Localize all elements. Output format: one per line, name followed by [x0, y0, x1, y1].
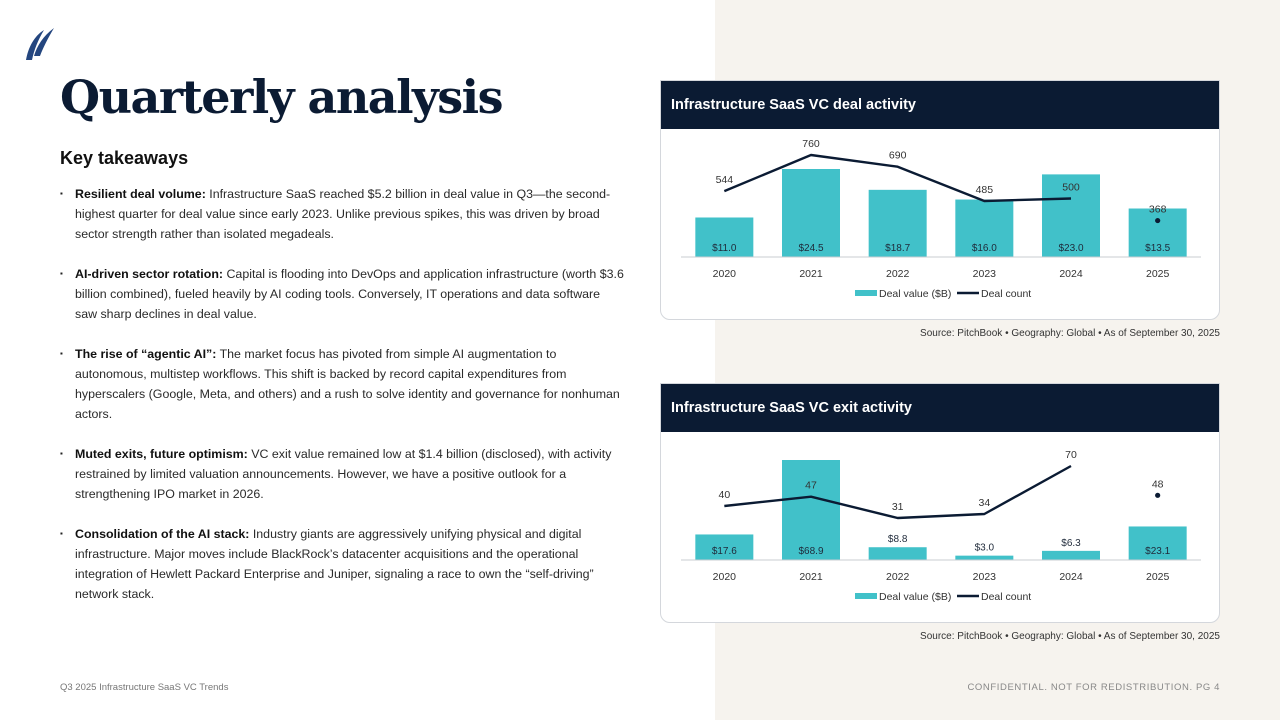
- deal-count-label: 48: [1152, 478, 1164, 490]
- bar-deal-value: [1128, 526, 1187, 560]
- x-tick-label: 2021: [799, 268, 823, 280]
- x-tick-label: 2020: [713, 571, 737, 583]
- logo-icon: [26, 28, 54, 60]
- bar-deal-value: [695, 217, 754, 257]
- deal-count-point: [1155, 217, 1161, 224]
- x-tick-label: 2023: [973, 268, 997, 280]
- takeaway-item: The rise of “agentic AI”: The market foc…: [60, 344, 625, 424]
- x-tick-label: 2020: [713, 268, 737, 280]
- x-tick-label: 2022: [886, 571, 910, 583]
- deal-count-label: 485: [976, 184, 994, 196]
- bar-value-label: $68.9: [798, 546, 823, 557]
- exit-activity-chart-card: Infrastructure SaaS VC exit activity $17…: [660, 383, 1220, 623]
- takeaway-item: Consolidation of the AI stack: Industry …: [60, 524, 625, 604]
- exit-activity-chart-title: Infrastructure SaaS VC exit activity: [661, 384, 1219, 432]
- deal-count-label: 47: [805, 480, 817, 492]
- bar-deal-value: [1042, 174, 1100, 257]
- bar-deal-value: [782, 460, 840, 560]
- bar-deal-value: [695, 534, 754, 560]
- bar-value-label: $16.0: [972, 243, 997, 254]
- takeaway-item: AI-driven sector rotation: Capital is fl…: [60, 264, 625, 324]
- legend-deal-value: Deal value ($B): [879, 591, 951, 603]
- legend-bar-swatch: [855, 593, 877, 599]
- takeaway-item: Muted exits, future optimism: VC exit va…: [60, 444, 625, 504]
- takeaway-lead: Resilient deal volume:: [75, 187, 206, 201]
- takeaways-list: Resilient deal volume: Infrastructure Sa…: [60, 184, 625, 624]
- legend-deal-value: Deal value ($B): [879, 288, 951, 300]
- key-takeaways-heading: Key takeaways: [60, 148, 189, 168]
- deal-count-label: 70: [1065, 449, 1077, 461]
- exit-activity-chart: $17.6 $68.9 $8.8 $3.0 $6.3 $23.1 40 47 31 34 70 48 2…: [681, 449, 1201, 603]
- bar-deal-value: [955, 199, 1014, 257]
- bar-value-label: $3.0: [975, 543, 995, 554]
- deal-count-label: 40: [718, 489, 730, 501]
- bar-value-label: $18.7: [885, 243, 910, 254]
- bar-value-label: $13.5: [1145, 243, 1170, 254]
- takeaway-text: Infrastructure SaaS reached $5.2 billion…: [75, 187, 611, 241]
- deal-count-label: 31: [892, 501, 904, 513]
- bar-value-label: $11.0: [712, 243, 737, 254]
- x-tick-label: 2023: [973, 571, 997, 583]
- deal-count-line: [724, 464, 1072, 520]
- legend-deal-count: Deal count: [981, 288, 1031, 300]
- footer-report-title: Q3 2025 Infrastructure SaaS VC Trends: [60, 682, 229, 693]
- x-tick-label: 2024: [1059, 571, 1083, 583]
- takeaway-text: Industry giants are aggressively unifyin…: [75, 527, 594, 601]
- bar-deal-value: [782, 169, 840, 257]
- takeaway-text: Capital is flooding into DevOps and appl…: [75, 267, 624, 321]
- takeaway-lead: AI-driven sector rotation:: [75, 267, 224, 281]
- x-tick-label: 2025: [1146, 268, 1170, 280]
- deal-count-label: 34: [978, 497, 990, 509]
- deal-count-label: 690: [889, 150, 907, 162]
- bar-value-label: $24.5: [798, 243, 823, 254]
- bar-value-label: $23.1: [1145, 546, 1170, 557]
- takeaway-lead: The rise of “agentic AI”:: [75, 347, 217, 361]
- x-tick-label: 2022: [886, 268, 910, 280]
- deal-activity-chart: $11.0 $24.5 $18.7 $16.0 $23.0 $13.5 544 760 690 4…: [681, 138, 1201, 300]
- bar-deal-value: [868, 189, 927, 257]
- exit-activity-source: Source: PitchBook • Geography: Global • …: [920, 631, 1220, 642]
- bar-deal-value: [1128, 208, 1187, 257]
- deal-count-label: 368: [1149, 204, 1167, 216]
- bar-value-label: $23.0: [1058, 243, 1083, 254]
- takeaway-item: Resilient deal volume: Infrastructure Sa…: [60, 184, 625, 244]
- takeaway-text: The market focus has pivoted from simple…: [75, 347, 620, 421]
- deal-activity-source: Source: PitchBook • Geography: Global • …: [920, 328, 1220, 339]
- bar-deal-value: [955, 555, 1014, 560]
- deal-count-label: 760: [802, 138, 820, 150]
- bar-value-label: $6.3: [1061, 538, 1081, 549]
- legend-bar-swatch: [855, 290, 877, 296]
- deal-count-label: 500: [1062, 181, 1080, 193]
- footer-confidential-page: CONFIDENTIAL. NOT FOR REDISTRIBUTION. PG…: [967, 682, 1220, 693]
- x-tick-label: 2024: [1059, 268, 1083, 280]
- x-tick-label: 2025: [1146, 571, 1170, 583]
- legend-deal-count: Deal count: [981, 591, 1031, 603]
- takeaway-lead: Consolidation of the AI stack:: [75, 527, 250, 541]
- deal-activity-chart-title: Infrastructure SaaS VC deal activity: [661, 81, 1219, 129]
- deal-count-label: 544: [716, 174, 734, 186]
- x-tick-label: 2021: [799, 571, 823, 583]
- bar-deal-value: [868, 547, 927, 560]
- page-title: Quarterly analysis: [60, 70, 504, 124]
- bar-value-label: $8.8: [888, 534, 908, 545]
- deal-activity-chart-card: Infrastructure SaaS VC deal activity $11…: [660, 80, 1220, 320]
- takeaway-text: VC exit value remained low at $1.4 billi…: [75, 447, 612, 501]
- deal-count-point: [1155, 492, 1161, 498]
- deal-count-line: [723, 153, 1072, 203]
- takeaway-lead: Muted exits, future optimism:: [75, 447, 248, 461]
- bar-value-label: $17.6: [712, 546, 737, 557]
- bar-deal-value: [1042, 550, 1100, 560]
